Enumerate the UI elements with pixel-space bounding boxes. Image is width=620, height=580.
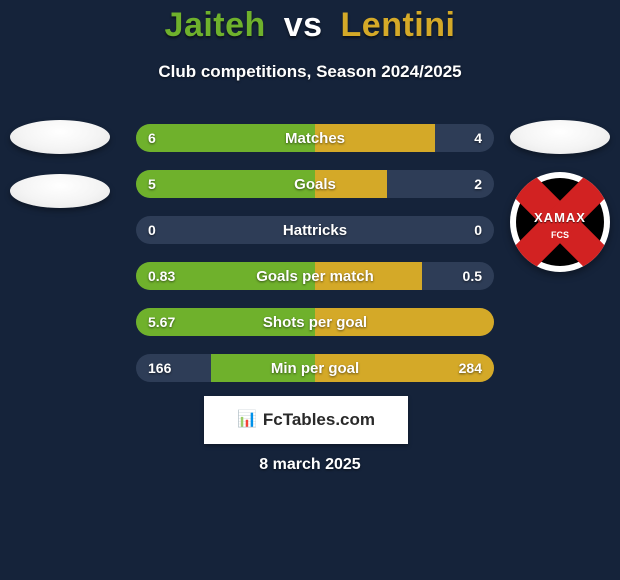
stat-label: Goals per match [136, 262, 494, 290]
xamax-crest-icon: XAMAX FCS [510, 172, 610, 272]
stat-label: Goals [136, 170, 494, 198]
stat-row: 5.67Shots per goal [136, 308, 494, 336]
oval-icon [10, 174, 110, 208]
oval-icon [10, 120, 110, 154]
subtitle: Club competitions, Season 2024/2025 [0, 62, 620, 82]
stat-row: 00Hattricks [136, 216, 494, 244]
stat-label: Matches [136, 124, 494, 152]
vs-label: vs [284, 6, 323, 44]
player2-name: Lentini [341, 6, 456, 44]
stat-row: 166284Min per goal [136, 354, 494, 382]
stat-row: 64Matches [136, 124, 494, 152]
stat-row: 0.830.5Goals per match [136, 262, 494, 290]
stat-label: Shots per goal [136, 308, 494, 336]
stat-row: 52Goals [136, 170, 494, 198]
stat-label: Min per goal [136, 354, 494, 382]
bar-chart: 64Matches 52Goals 00Hattricks 0.830.5Goals … [136, 124, 494, 400]
fctables-text: FcTables.com [263, 410, 375, 430]
oval-icon [510, 120, 610, 154]
stat-label: Hattricks [136, 216, 494, 244]
player1-name: Jaiteh [165, 6, 266, 44]
club-badge-xamax: XAMAX FCS [510, 172, 610, 272]
title: Jaiteh vs Lentini [0, 6, 620, 45]
club-badge-placeholder [10, 174, 110, 274]
comparison-card: Jaiteh vs Lentini Club competitions, Sea… [0, 0, 620, 580]
fctables-badge: 📊 FcTables.com [204, 396, 408, 444]
chart-icon: 📊 [237, 412, 257, 428]
xamax-subtext: FCS [510, 230, 610, 240]
xamax-text: XAMAX [510, 210, 610, 225]
snapshot-date: 8 march 2025 [0, 456, 620, 474]
